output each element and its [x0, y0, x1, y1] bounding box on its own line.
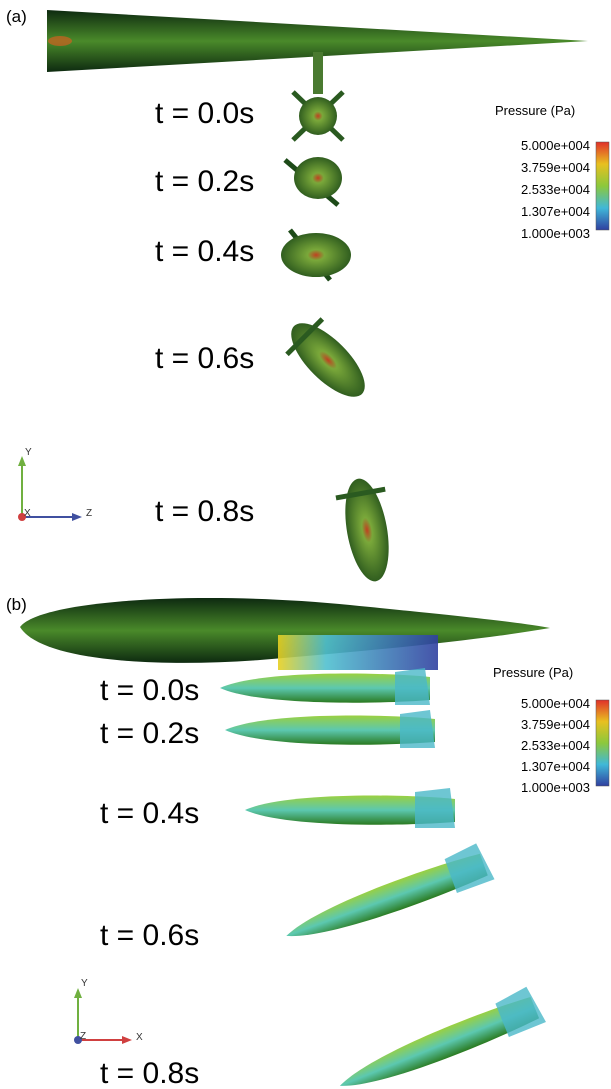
colorbar-label: 5.000e+004 [521, 138, 590, 153]
time-label: t = 0.8s [100, 1057, 199, 1089]
store-b0 [220, 668, 430, 705]
store-b1 [225, 710, 435, 748]
time-label: t = 0.0s [100, 674, 199, 707]
store-b3 [279, 842, 495, 953]
store-a2 [281, 230, 351, 280]
store-a3 [276, 308, 379, 411]
colorbar-label: 1.000e+003 [521, 226, 590, 241]
colorbar-label: 5.000e+004 [521, 696, 590, 711]
time-label: t = 0.6s [100, 919, 199, 952]
wing-hotspot [48, 36, 72, 46]
axis-label: X [24, 508, 31, 519]
colorbar-label: 1.000e+003 [521, 780, 590, 795]
store-a1 [285, 157, 342, 205]
colorbar-title: Pressure (Pa) [495, 103, 575, 118]
axis-label: Y [25, 447, 32, 458]
time-label: t = 0.4s [100, 797, 199, 830]
colorbar-label: 1.307e+004 [521, 759, 590, 774]
store-a4 [333, 474, 400, 585]
axis-label: Z [86, 508, 92, 519]
colorbar-title: Pressure (Pa) [493, 665, 573, 680]
colorbar-label: 2.533e+004 [521, 182, 590, 197]
panel-label: (b) [6, 595, 27, 614]
figure: (a) t = 0.0s t = 0.2s t = 0.4s t = 0.6s … [0, 0, 611, 1089]
store-a0 [293, 92, 343, 140]
time-label: t = 0.8s [155, 495, 254, 528]
colorbar-label: 2.533e+004 [521, 738, 590, 753]
panel-label: (a) [6, 7, 27, 26]
axis-label: Y [81, 978, 88, 989]
colorbar-label: 3.759e+004 [521, 717, 590, 732]
colorbar [596, 700, 609, 786]
axis-label: Z [80, 1031, 86, 1042]
colorbar-label: 3.759e+004 [521, 160, 590, 175]
time-label: t = 0.2s [155, 165, 254, 198]
store-b2 [245, 788, 455, 828]
colorbar [596, 142, 609, 230]
colorbar-label: 1.307e+004 [521, 204, 590, 219]
store-b4 [332, 985, 546, 1089]
time-label: t = 0.4s [155, 235, 254, 268]
time-label: t = 0.6s [155, 342, 254, 375]
pylon [278, 635, 438, 670]
time-label: t = 0.0s [155, 97, 254, 130]
time-label: t = 0.2s [100, 717, 199, 750]
pylon [313, 52, 323, 94]
axis-label: X [136, 1032, 143, 1043]
